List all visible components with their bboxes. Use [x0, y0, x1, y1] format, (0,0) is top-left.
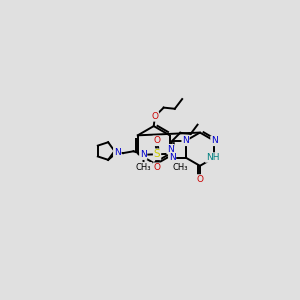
Text: N: N	[169, 153, 175, 162]
Text: N: N	[182, 136, 189, 146]
Text: O: O	[153, 163, 160, 172]
Text: N: N	[114, 148, 121, 157]
Text: NH: NH	[206, 153, 219, 162]
Text: N: N	[140, 150, 147, 159]
Text: CH₃: CH₃	[136, 163, 152, 172]
Text: O: O	[153, 136, 160, 146]
Text: N: N	[114, 148, 121, 157]
Text: O: O	[196, 175, 203, 184]
Text: N: N	[167, 145, 174, 154]
Text: CH₃: CH₃	[173, 163, 188, 172]
Text: N: N	[211, 136, 218, 146]
Text: S: S	[154, 149, 160, 159]
Text: O: O	[152, 112, 158, 121]
